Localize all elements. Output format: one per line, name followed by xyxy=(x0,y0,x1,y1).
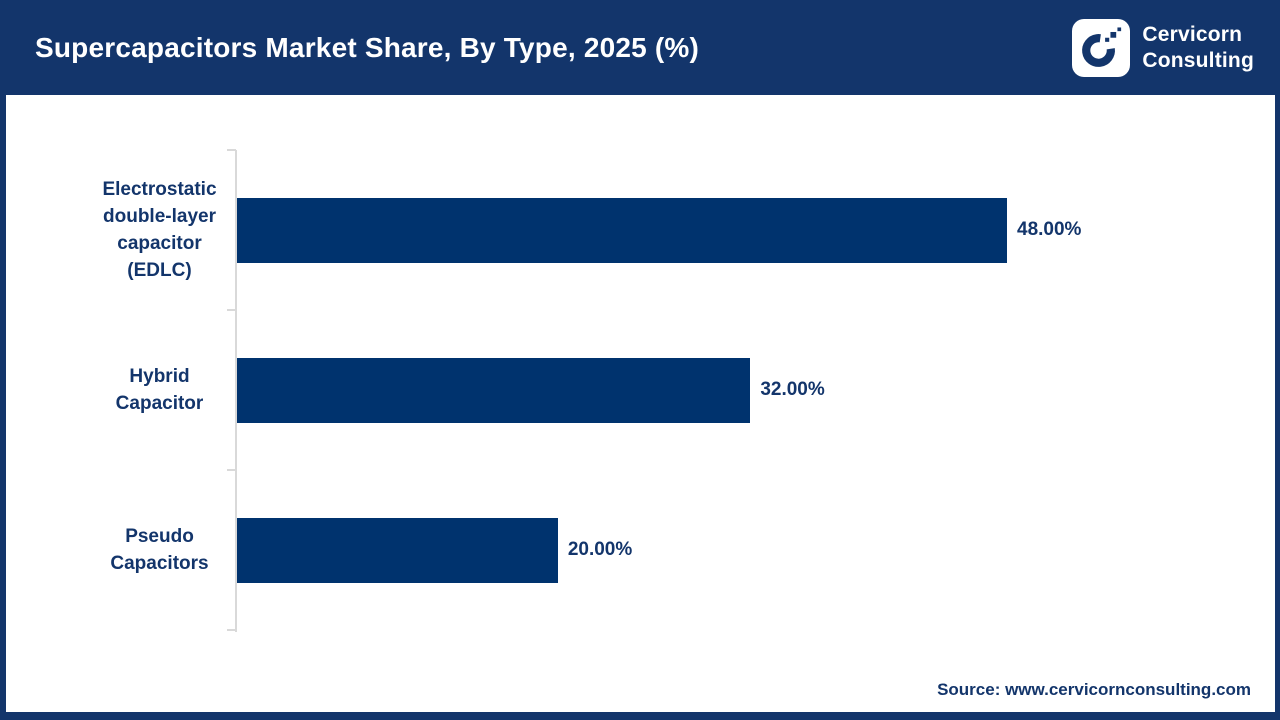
category-label: Pseudo Capacitors xyxy=(110,526,209,574)
logo-text: Cervicorn Consulting xyxy=(1142,22,1254,74)
chart-area: Electrostatic double-layer capacitor (EDLC)… xyxy=(6,95,1275,712)
cervicorn-logo-icon xyxy=(1072,18,1131,77)
category-label: Hybrid Capacitor xyxy=(115,366,204,414)
logo-text-line2: Consulting xyxy=(1142,48,1254,72)
data-label: 48.00% xyxy=(1017,219,1082,240)
bar-track: 20.00% xyxy=(235,517,1275,583)
data-label: 32.00% xyxy=(760,379,825,400)
chart-row: Electrostatic double-layer capacitor (EDLC)… xyxy=(6,150,1275,310)
data-label: 20.00% xyxy=(567,539,633,560)
bar-chart: Electrostatic double-layer capacitor (EDLC)… xyxy=(6,150,1275,630)
bar-segment xyxy=(237,197,1007,263)
axis-tick xyxy=(227,149,236,151)
axis-tick xyxy=(227,629,236,631)
page-title: Supercapacitors Market Share, By Type, 2… xyxy=(35,31,700,63)
bar-track: 48.00% xyxy=(235,197,1275,263)
logo-text-line1: Cervicorn xyxy=(1142,22,1243,46)
bar-segment xyxy=(237,357,751,423)
axis-tick xyxy=(227,309,236,311)
bar-segment xyxy=(237,517,558,583)
bar-track: 32.00% xyxy=(235,357,1275,423)
category-axis-line xyxy=(235,150,237,632)
source-text: Source: www.cervicornconsulting.com xyxy=(937,680,1251,699)
category-label: Electrostatic double-layer capacitor (EDLC) xyxy=(102,179,217,281)
logo: Cervicorn Consulting xyxy=(1072,18,1254,77)
chart-row: Hybrid Capacitor 32.00% xyxy=(6,310,1275,470)
header: Supercapacitors Market Share, By Type, 2… xyxy=(0,0,1280,95)
axis-tick xyxy=(227,469,236,471)
chart-row: Pseudo Capacitors 20.00% xyxy=(6,470,1275,630)
